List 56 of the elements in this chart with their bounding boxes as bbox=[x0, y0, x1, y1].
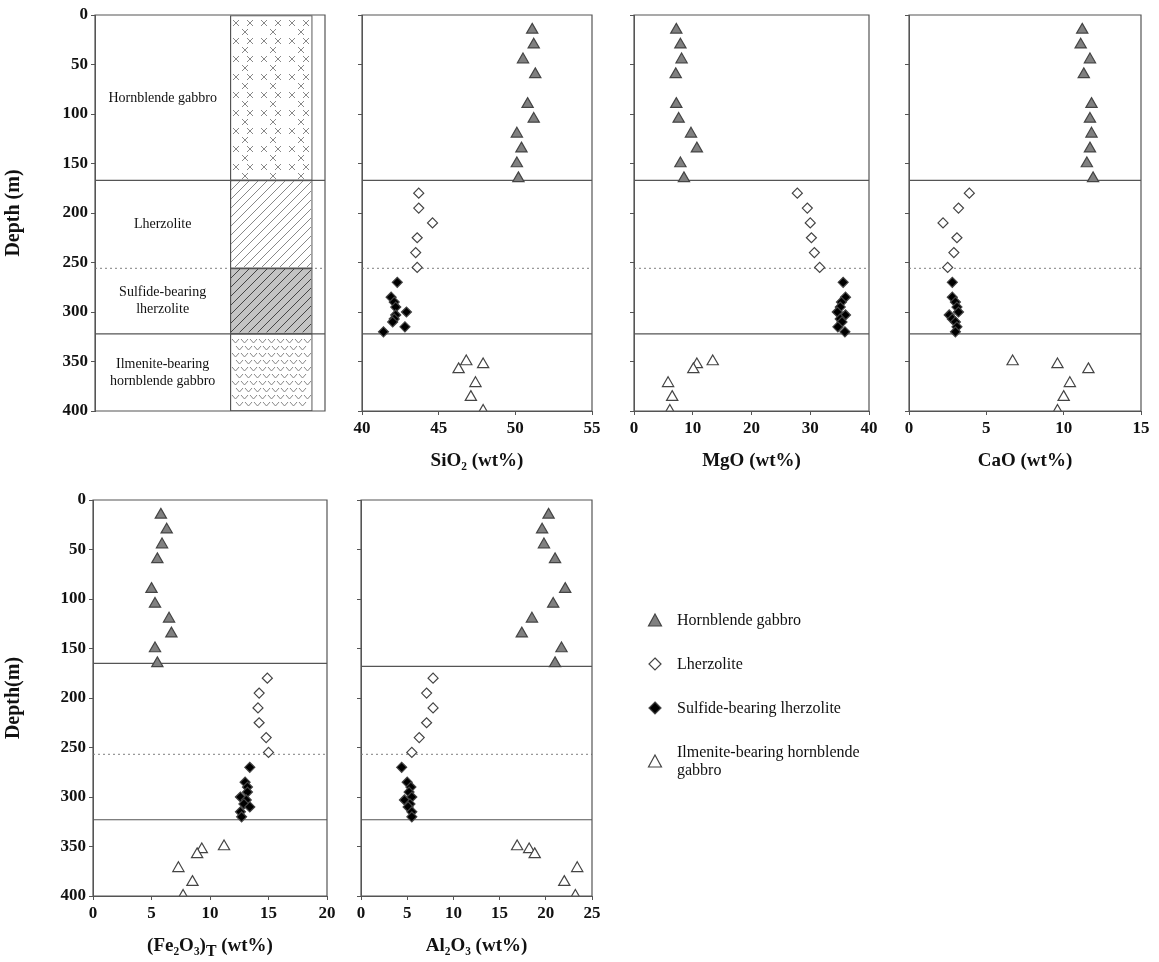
y-tick-label: 350 bbox=[62, 350, 88, 370]
text: Lherzolite bbox=[133, 216, 192, 232]
x-tick-label: 40 bbox=[860, 417, 878, 437]
x-tick-label: 20 bbox=[318, 902, 336, 922]
x-tick-label: 20 bbox=[743, 417, 760, 437]
x-tick-label: 10 bbox=[444, 902, 462, 922]
y-tick-label: 300 bbox=[62, 301, 88, 321]
x-tick-label: 20 bbox=[537, 902, 555, 922]
y-tick-label: 200 bbox=[60, 687, 86, 707]
x-tick-label: 50 bbox=[506, 417, 524, 437]
y-tick-label: 400 bbox=[62, 400, 88, 420]
x-tick-label: 30 bbox=[801, 417, 819, 437]
y-axis-title: Depth (m) bbox=[1, 169, 25, 257]
y-tick-label: 250 bbox=[60, 736, 86, 756]
series-label: Hornblende gabbro bbox=[108, 89, 217, 105]
x-tick-label: 40 bbox=[353, 417, 371, 437]
y-tick-label: 0 bbox=[79, 4, 88, 24]
x-tick-label: 55 bbox=[583, 417, 601, 437]
x-tick-label: 15 bbox=[1132, 417, 1150, 437]
x-tick-label: 10 bbox=[684, 417, 702, 437]
y-tick-label: 100 bbox=[62, 103, 88, 123]
y-tick-label: 0 bbox=[77, 489, 86, 509]
x-tick-label: 5 bbox=[402, 902, 412, 922]
y-tick-label: 350 bbox=[60, 835, 86, 855]
y-tick-label: 400 bbox=[60, 885, 86, 905]
x-tick-label: 5 bbox=[147, 902, 156, 922]
x-tick-label: 0 bbox=[904, 417, 914, 437]
x-axis-title: MgO (wt%) bbox=[702, 449, 801, 471]
series-label: Sulfide-bearing lherzolite bbox=[119, 284, 207, 317]
x-axis-title: CaO (wt%) bbox=[977, 449, 1073, 471]
x-tick-label: 25 bbox=[583, 902, 601, 922]
x-tick-label: 15 bbox=[260, 902, 277, 922]
y-tick-label: 100 bbox=[60, 588, 86, 608]
x-tick-label: 5 bbox=[982, 417, 991, 437]
x-axis-title: SiO₂ (wt%) bbox=[430, 449, 524, 471]
y-axis-title: Depth(m) bbox=[1, 656, 25, 740]
x-axis-title: Al₂O₃ (wt%) bbox=[425, 934, 528, 956]
y-tick-label: 200 bbox=[62, 202, 88, 222]
y-tick-label: 50 bbox=[69, 538, 86, 558]
legend-label: Sulfide-bearing lherzolite bbox=[677, 699, 841, 717]
y-tick-label: 150 bbox=[62, 152, 88, 172]
x-tick-label: 0 bbox=[356, 902, 366, 922]
legend-label: Hornblende gabbro bbox=[677, 611, 801, 629]
x-tick-label: 0 bbox=[629, 417, 639, 437]
legend-label: Ilmenite-bearing hornblende gabbro bbox=[677, 743, 861, 779]
y-tick-label: 50 bbox=[71, 53, 88, 73]
y-tick-label: 250 bbox=[62, 251, 88, 271]
x-axis-title: (Fe₂O₃)$_{T}$ (wt%) bbox=[147, 934, 273, 960]
x-tick-label: 10 bbox=[1055, 417, 1073, 437]
x-tick-label: 10 bbox=[201, 902, 219, 922]
y-tick-label: 150 bbox=[60, 637, 86, 657]
series-label: Ilmenite-bearing hornblende gabbro bbox=[109, 355, 216, 388]
x-tick-label: 45 bbox=[430, 417, 448, 437]
y-tick-label: 300 bbox=[60, 786, 86, 806]
x-tick-label: 15 bbox=[491, 902, 509, 922]
legend-label: Lherzolite bbox=[677, 655, 743, 673]
